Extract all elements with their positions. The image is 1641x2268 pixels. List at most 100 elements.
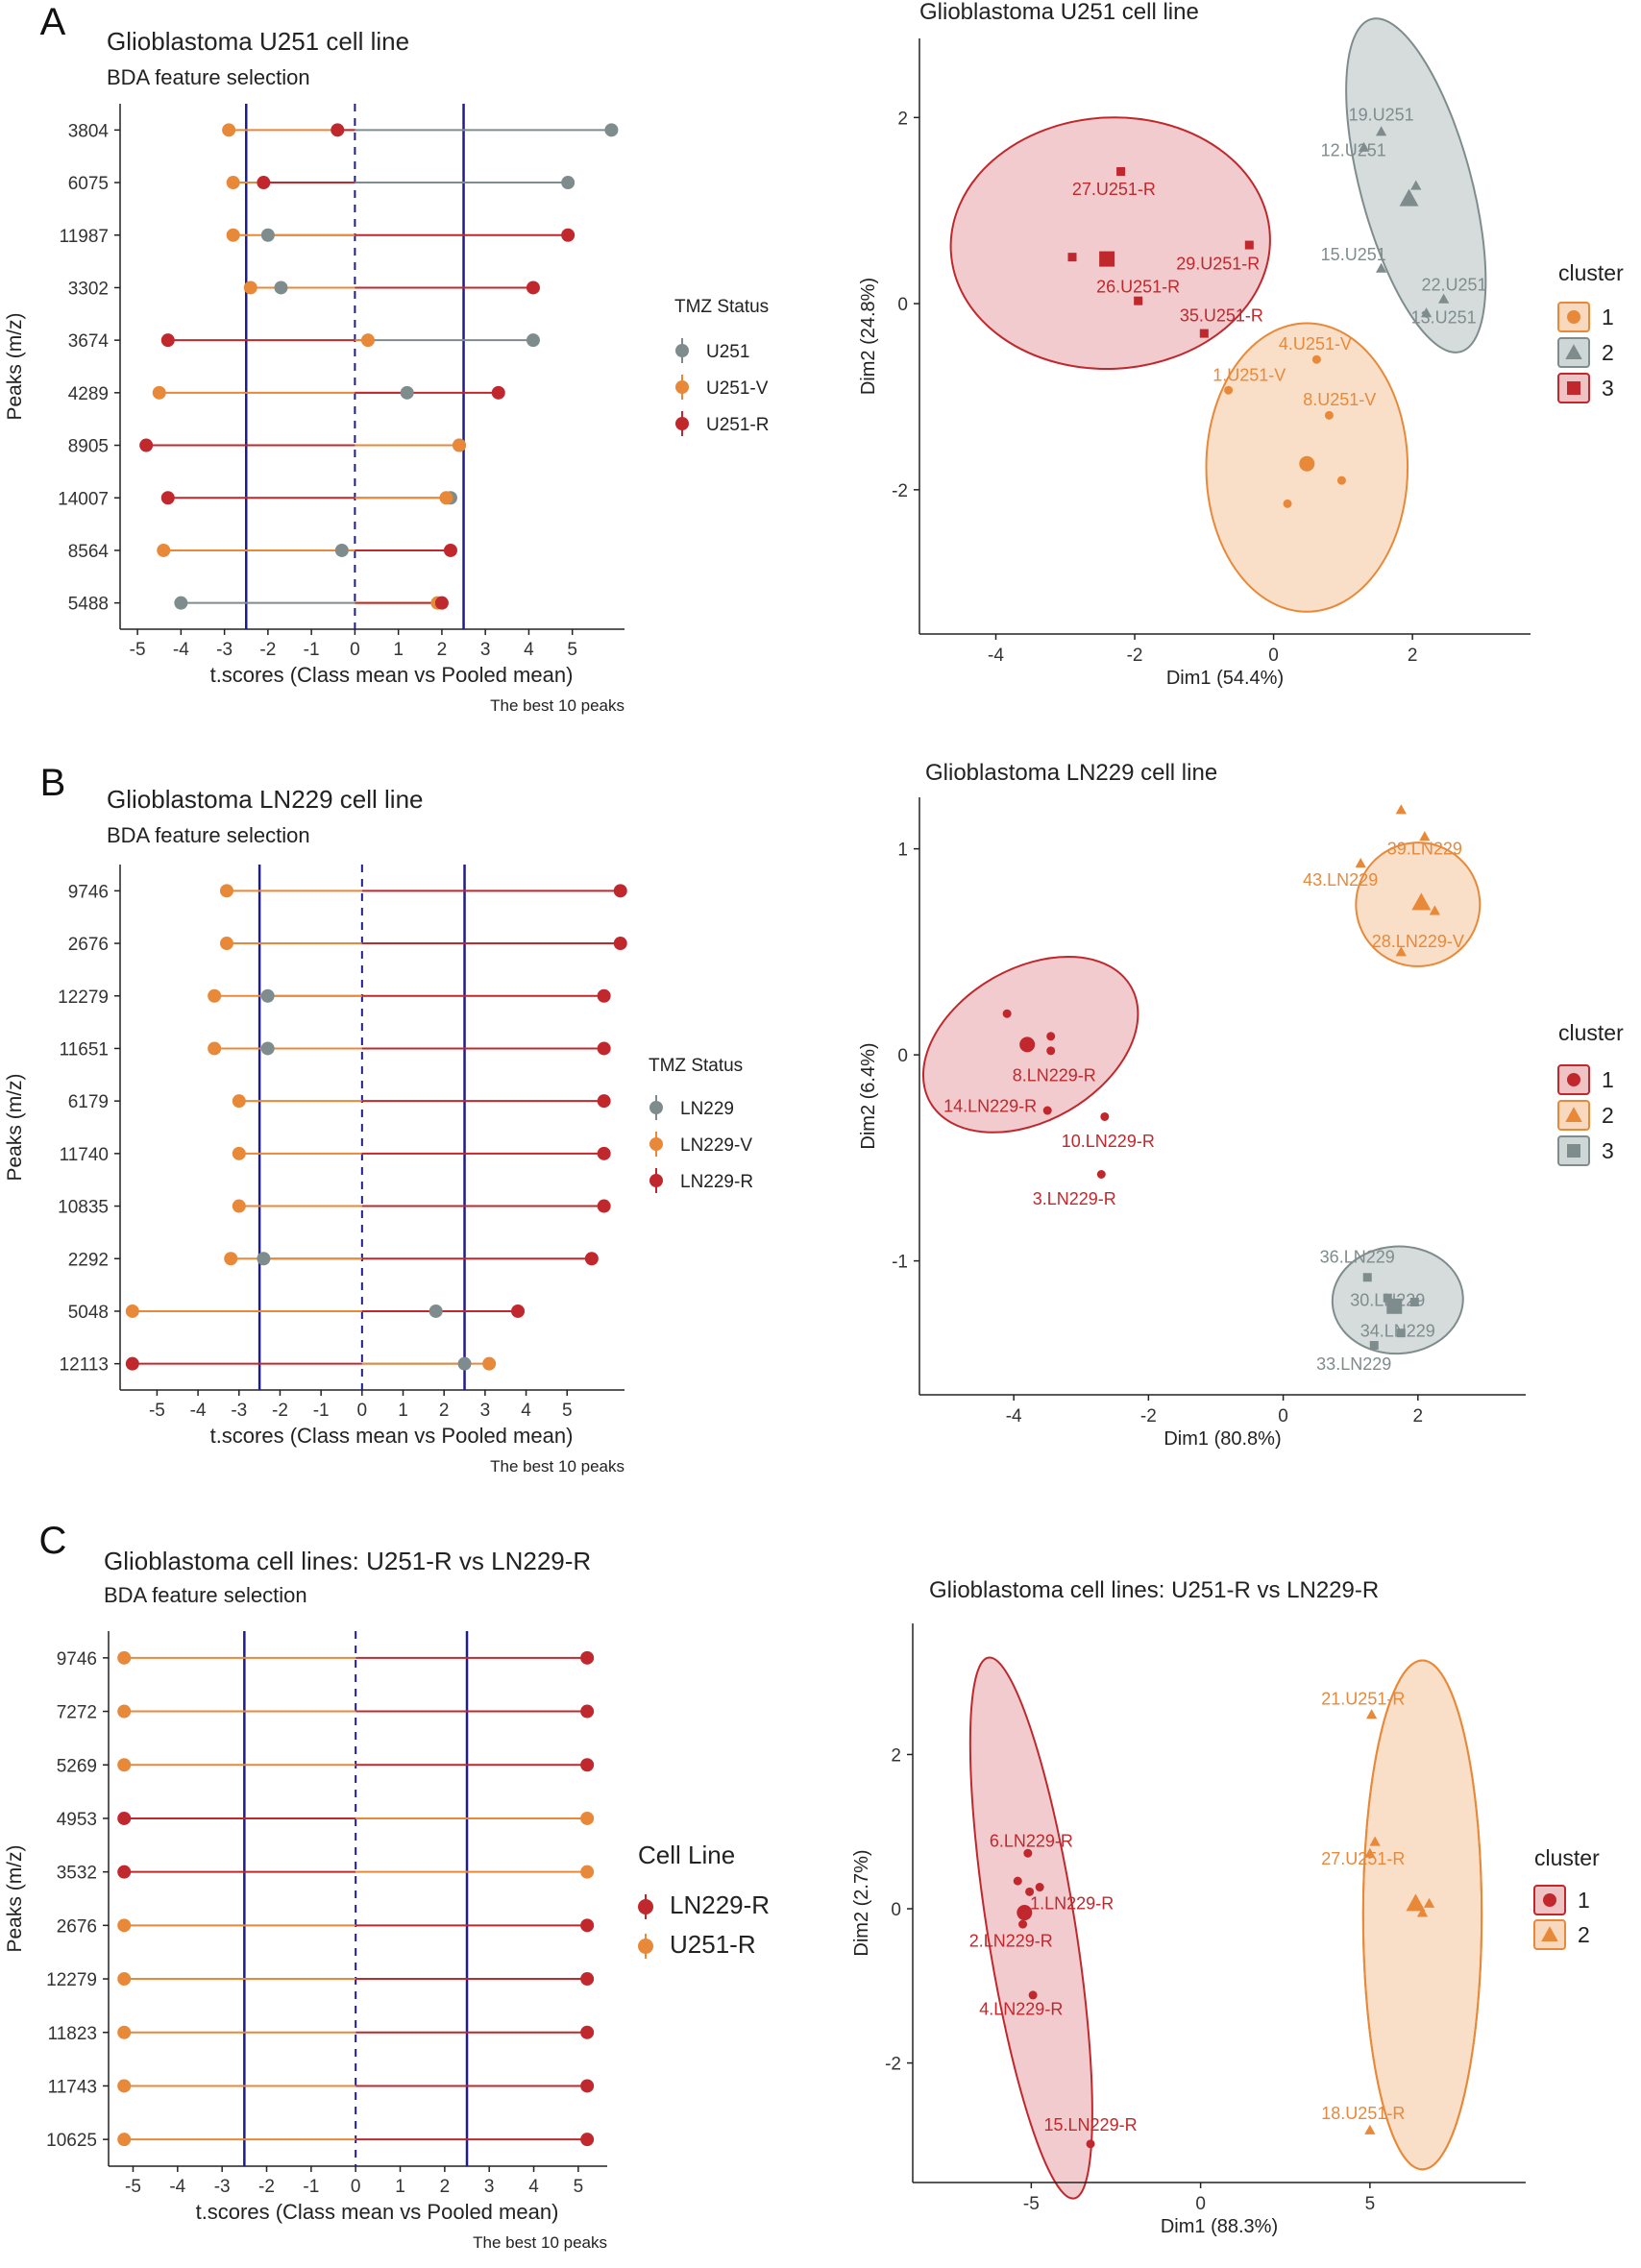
legend-label: U251 [706, 342, 749, 362]
pca-point [1025, 1887, 1035, 1896]
cluster-centroid [1406, 1893, 1426, 1912]
lollipop-point [232, 1146, 246, 1160]
pca-x-tick-label: 0 [1195, 2194, 1206, 2214]
pca-point [1396, 1329, 1406, 1338]
pca-point-label: 34.LN229 [1360, 1322, 1435, 1341]
x-tick-label: 0 [350, 640, 360, 660]
x-tick-label: 2 [437, 640, 448, 660]
pca-point-label: 33.LN229 [1316, 1354, 1391, 1374]
cluster-legend-title: cluster [1558, 260, 1624, 285]
cluster-legend-title: cluster [1534, 1845, 1600, 1870]
x-axis-label: t.scores (Class mean vs Pooled mean) [196, 2200, 559, 2224]
y-tick-label: 6075 [68, 174, 109, 194]
pca-point [1375, 262, 1387, 273]
lollipop-point [580, 1811, 595, 1825]
pca-point [1046, 1032, 1056, 1041]
cluster-centroid [1019, 1036, 1036, 1053]
legend-label: LN229 [680, 1099, 734, 1119]
pca-point [1002, 1009, 1012, 1018]
pca-x-tick-label: -2 [1140, 1406, 1157, 1427]
x-tick-label: 3 [484, 2177, 495, 2197]
panel-letter: C [39, 1520, 67, 1562]
lollipop-point [597, 1199, 611, 1213]
legend-title: TMZ Status [674, 297, 769, 317]
pca-ellipses [921, 841, 1482, 1355]
lollipop-point [334, 543, 349, 557]
x-tick-label: 5 [562, 1401, 573, 1421]
pca-point [1018, 1919, 1028, 1929]
pca-point [1362, 1273, 1372, 1282]
y-tick-label: 9746 [57, 1649, 97, 1670]
pca-point-label: 15.LN229-R [1044, 2115, 1138, 2134]
y-tick-label: 11743 [48, 2077, 97, 2097]
x-axis-label: t.scores (Class mean vs Pooled mean) [210, 663, 574, 687]
x-tick-label: 0 [357, 1401, 368, 1421]
lollipop-point [457, 1356, 472, 1371]
pca-x-axis-label: Dim1 (80.8%) [1163, 1428, 1281, 1450]
pca-point-label: 15.U251 [1321, 245, 1386, 264]
lollipop-point [117, 1704, 132, 1719]
pca-points: 27.U251-R 29.U251-R 26.U251-R35.U251-R 19.U… [1067, 105, 1487, 508]
pca-point [1438, 293, 1450, 304]
cluster-centroid [1386, 1298, 1403, 1314]
pca-x-tick-label: 0 [1268, 646, 1279, 666]
cluster-legend-label: 2 [1578, 1922, 1590, 1947]
lollipop-point [117, 1811, 132, 1825]
pca-point [1035, 1883, 1044, 1892]
x-tick-label: -3 [214, 2177, 231, 2197]
lollipop-point [274, 280, 288, 295]
lollipop-point [208, 988, 222, 1003]
lollipop-point [526, 280, 540, 295]
lollipop-point [117, 2025, 132, 2039]
lollipop-point [439, 491, 453, 505]
pca-point [1429, 905, 1440, 915]
legend-key-dot [638, 1899, 653, 1914]
x-tick-label: 5 [574, 2177, 584, 2197]
lollipop-point [597, 1146, 611, 1160]
pca-point-label: 27.U251-R [1321, 1849, 1405, 1868]
legend-label: U251-V [706, 378, 769, 399]
y-axis-label: Peaks (m/z) [4, 1073, 26, 1181]
lollipop-subtitle: BDA feature selection [107, 823, 310, 847]
pca-point [1395, 946, 1407, 957]
pca-points: 8.LN229-R 14.LN229-R 10.LN229-R 3.LN229-R 39… [943, 804, 1464, 1374]
x-tick-label: 2 [440, 2177, 451, 2197]
pca-point [1410, 180, 1422, 190]
pca-point-label: 10.LN229-R [1062, 1132, 1155, 1151]
pca-point [1046, 1046, 1056, 1056]
pca-point [1028, 1990, 1038, 2000]
x-tick-label: 3 [480, 1401, 491, 1421]
pca-point-label: 21.U251-R [1321, 1690, 1405, 1709]
lollipop-point [243, 280, 257, 295]
pca-point [1067, 253, 1077, 262]
lollipop-point [580, 1918, 595, 1933]
lollipop-point [157, 543, 171, 557]
lollipop-title: Glioblastoma LN229 cell line [107, 785, 424, 814]
lollipop-point [561, 176, 576, 190]
y-tick-label: 8564 [68, 542, 110, 562]
lollipop-point [117, 1650, 132, 1665]
cluster-centroid [1016, 1905, 1033, 1921]
x-tick-label: 1 [393, 640, 404, 660]
pca-x-tick-label: 0 [1278, 1406, 1288, 1427]
pca-y-tick-label: 1 [897, 841, 908, 861]
pca-point-label: 19.U251 [1349, 105, 1414, 124]
pca-point-label: 39.LN229 [1387, 840, 1462, 859]
lollipop-point [613, 884, 627, 898]
y-tick-label: 3532 [57, 1864, 97, 1884]
pca-point [1244, 240, 1254, 250]
lollipop-point [117, 1865, 132, 1879]
lollipop-title: Glioblastoma U251 cell line [107, 27, 409, 56]
pca-y-axis-label: Dim2 (6.4%) [858, 1042, 879, 1149]
lollipop-point [260, 988, 275, 1003]
pca-point-label: 22.U251 [1421, 276, 1486, 295]
y-tick-label: 9746 [68, 882, 109, 902]
pca-y-tick-label: 2 [891, 1745, 901, 1766]
pca-point-label: 1.LN229-R [1030, 1893, 1114, 1913]
pca-point [1224, 385, 1234, 395]
lollipop-point [597, 1094, 611, 1109]
x-tick-label: -4 [173, 640, 189, 660]
x-tick-label: -4 [190, 1401, 207, 1421]
lollipop-point [613, 937, 627, 951]
